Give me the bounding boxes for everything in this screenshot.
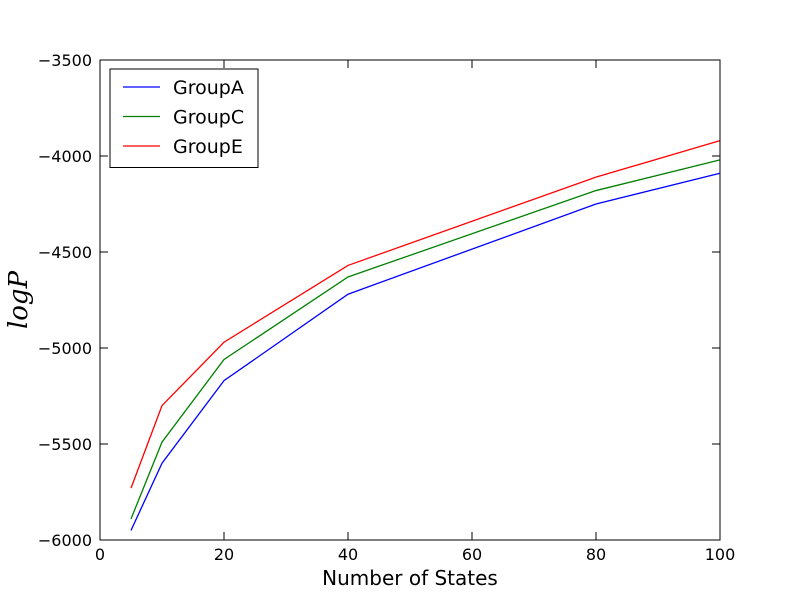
ticks-layer: 0 20 40 60 80 100 −6000 −5500 −5000 −4500 −4000 −35… [38, 51, 735, 564]
x-tick-label: 20 [214, 545, 234, 564]
y-tick-label: −5000 [38, 339, 92, 358]
x-axis-label: Number of States [322, 566, 498, 590]
y-tick-label: −6000 [38, 531, 92, 550]
series-line-groupc [130, 159, 721, 520]
plot-border [99, 59, 721, 541]
x-tick-label: 80 [586, 545, 606, 564]
plot-frame [99, 59, 721, 541]
series-layer [130, 140, 721, 531]
y-axis-label: logP [4, 270, 34, 329]
legend-label-groupa: GroupA [173, 77, 244, 99]
legend: GroupA GroupC GroupE [109, 68, 259, 168]
series-line-groupe [130, 140, 721, 489]
y-tick-label: −4000 [38, 147, 92, 166]
series-line-groupa [130, 172, 721, 531]
x-tick-label: 40 [338, 545, 358, 564]
legend-box [109, 68, 259, 168]
y-tick-label: −5500 [38, 435, 92, 454]
legend-label-groupc: GroupC [173, 107, 244, 129]
y-tick-label: −3500 [38, 51, 92, 70]
x-tick-label: 100 [705, 545, 736, 564]
y-tick-label: −4500 [38, 243, 92, 262]
legend-label-groupe: GroupE [173, 136, 243, 158]
x-tick-label: 0 [95, 545, 105, 564]
x-tick-label: 60 [462, 545, 482, 564]
